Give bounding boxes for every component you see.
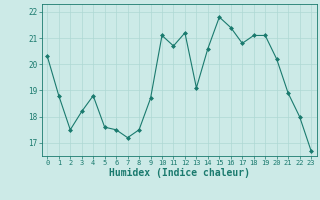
X-axis label: Humidex (Indice chaleur): Humidex (Indice chaleur) (109, 168, 250, 178)
